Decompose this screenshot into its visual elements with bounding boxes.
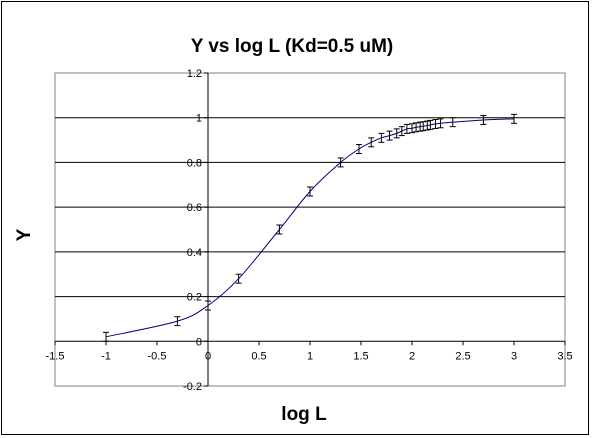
- error-bar: [409, 123, 415, 134]
- error-bars: [103, 113, 517, 342]
- x-tick-label: 3.5: [557, 350, 572, 362]
- error-bar: [420, 121, 427, 132]
- chart-title: Y vs log L (Kd=0.5 uM): [191, 36, 394, 57]
- x-tick-label: -0.5: [148, 350, 167, 362]
- error-bar: [480, 114, 487, 125]
- y-tick-label: 0.2: [187, 292, 202, 304]
- x-tick-label: 1: [307, 350, 313, 362]
- y-tick-label: 0.4: [187, 247, 202, 259]
- error-bar: [511, 113, 517, 124]
- x-tick-label: 3: [511, 350, 517, 362]
- error-bar: [368, 137, 375, 148]
- error-bar: [413, 122, 420, 133]
- x-tick-label: 0.5: [251, 350, 266, 362]
- error-bar: [437, 118, 444, 129]
- y-tick-label: 0: [196, 336, 202, 348]
- x-tick-label: 0: [205, 350, 211, 362]
- error-bar: [355, 144, 362, 154]
- error-bar: [235, 273, 242, 284]
- error-bar: [378, 132, 385, 143]
- error-bar: [174, 316, 181, 327]
- axes: [54, 72, 566, 387]
- x-axis-label: log L: [281, 404, 327, 425]
- gridlines: [55, 117, 565, 298]
- y-tick-label: 0.6: [187, 202, 202, 214]
- error-bar: [276, 224, 283, 235]
- y-axis-label: Y: [14, 228, 35, 241]
- x-tick-label: -1: [101, 350, 111, 362]
- y-tick-label: 1.2: [187, 68, 202, 80]
- error-bar: [398, 126, 405, 137]
- error-bar: [386, 130, 393, 141]
- error-bar: [424, 120, 431, 131]
- x-tick-label: 2: [409, 350, 415, 362]
- x-tick-label: 1.5: [353, 350, 368, 362]
- x-tick-label: 2.5: [455, 350, 470, 362]
- error-bar: [393, 128, 400, 139]
- error-bar: [427, 119, 434, 130]
- error-bar: [103, 331, 109, 342]
- plot-area: [54, 72, 566, 387]
- error-bar: [307, 186, 313, 197]
- x-tick-label: -1.5: [46, 350, 65, 362]
- y-tick-label: 0.8: [187, 157, 202, 169]
- error-bar: [432, 119, 439, 129]
- tick-labels: -1.5 -1 -0.5 0 0.5 1 1.5 2 2.5 3 3.5 -0.2 0 0.2 0.4 0.6…: [46, 68, 573, 393]
- error-bar: [205, 300, 211, 311]
- error-bar: [449, 117, 456, 128]
- y-tick-label: -0.2: [183, 381, 202, 393]
- y-tick-label: 1: [196, 113, 202, 125]
- error-bar: [337, 157, 344, 168]
- error-bar: [403, 123, 410, 134]
